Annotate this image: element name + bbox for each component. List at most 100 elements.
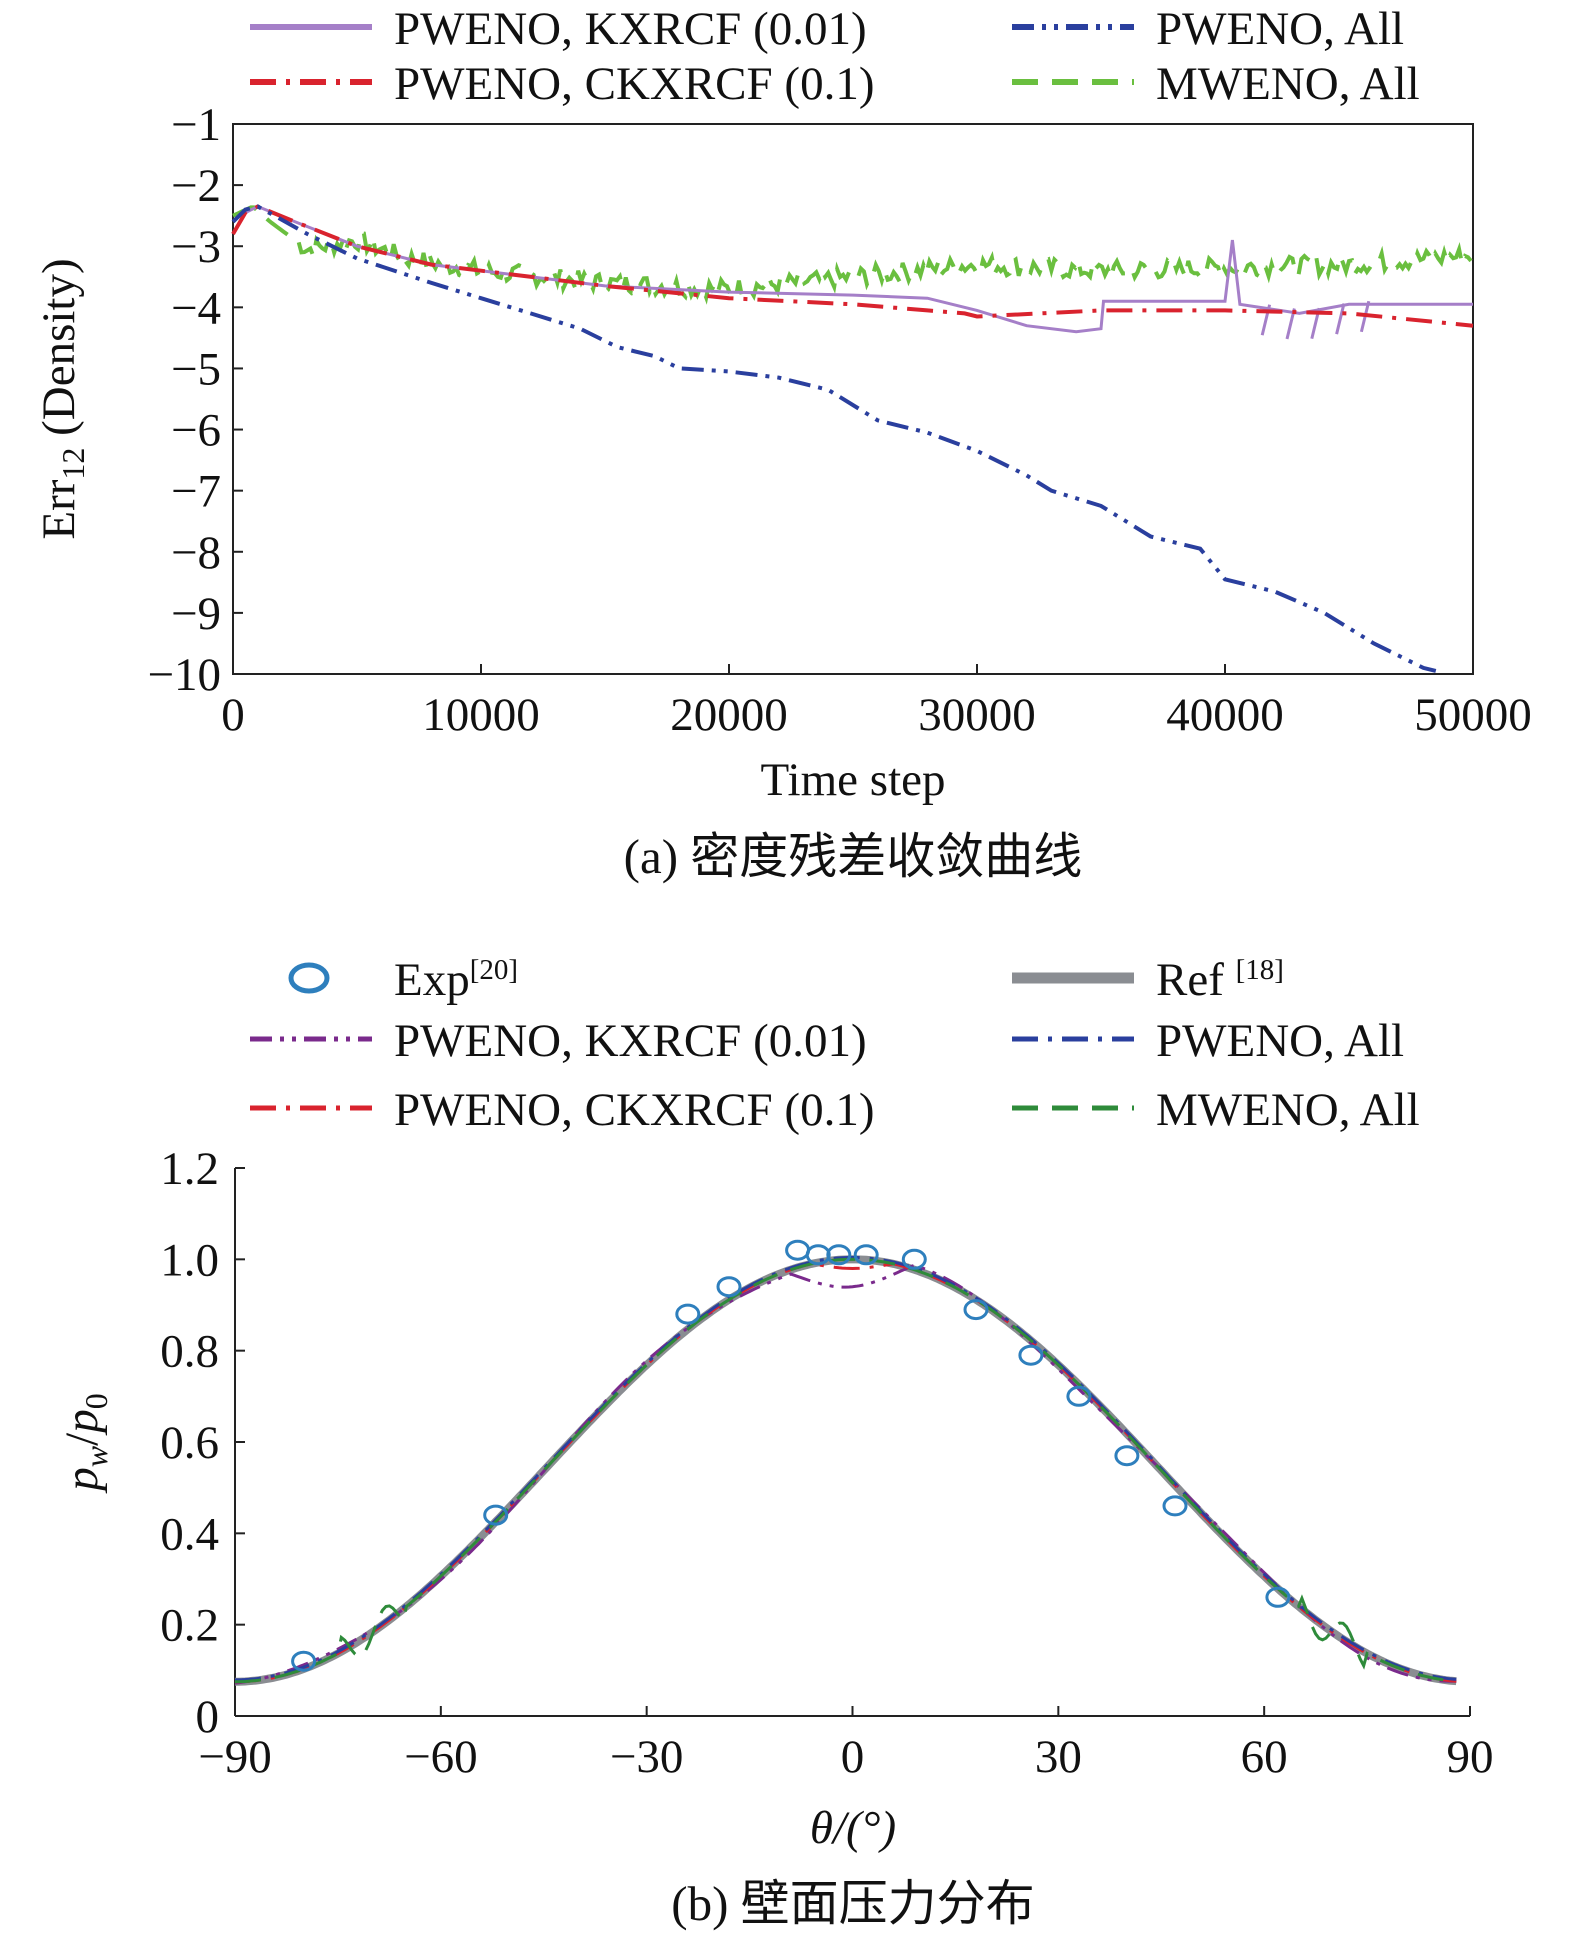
y-axis-label-b-p1: p — [56, 1467, 108, 1494]
series-b-all — [235, 1256, 1457, 1682]
y-tick-label-a: −10 — [147, 649, 221, 701]
exp-data-point — [675, 1303, 701, 1325]
series-group-a — [231, 204, 1474, 673]
x-tick-label-b: 90 — [1447, 1731, 1494, 1783]
legend-b-entry-mweno-all: MWENO, All — [1012, 1084, 1420, 1136]
axis-ticks-b: −90 −60 −30 0 30 60 90 0 0.2 0.4 0.6 0.8 1.0 1.2 — [160, 1143, 1493, 1783]
y-tick-label-b: 0 — [196, 1691, 220, 1743]
legend-b-label-ref-ref: [18] — [1236, 954, 1284, 986]
exp-data-point — [483, 1504, 509, 1526]
legend-b-entry-kxrcf: PWENO, KXRCF (0.01) — [250, 1015, 867, 1067]
legend-b-label-ref-text: Ref — [1156, 954, 1236, 1006]
legend-b-label-mweno-all: MWENO, All — [1156, 1084, 1420, 1136]
y-tick-label-a: −5 — [171, 343, 221, 395]
legend-b-entry-ckxrcf: PWENO, CKXRCF (0.1) — [250, 1084, 874, 1136]
y-tick-label-a: −2 — [171, 160, 221, 212]
y-axis-label-b-0: 0 — [78, 1393, 114, 1409]
y-tick-label-a: −8 — [171, 527, 221, 579]
legend-b: Exp[20] Ref [18] PWENO, KXRCF (0.01) PWE… — [250, 954, 1420, 1136]
series-a-mweno-all — [232, 205, 1473, 305]
exp-data-point — [1018, 1344, 1044, 1366]
series-b-reference — [234, 1255, 1457, 1686]
y-tick-label-a: −9 — [171, 588, 221, 640]
x-tick-label-b: 30 — [1035, 1731, 1082, 1783]
legend-b-label-ckxrcf: PWENO, CKXRCF (0.1) — [394, 1084, 874, 1136]
x-tick-label-a: 10000 — [422, 689, 540, 741]
legend-b-entry-pweno-all: PWENO, All — [1012, 1015, 1404, 1067]
y-tick-label-b: 0.4 — [160, 1508, 219, 1560]
y-tick-label-a: −6 — [171, 405, 221, 457]
x-axis-label-a: Time step — [761, 754, 946, 806]
legend-a-entry-ckxrcf: PWENO, CKXRCF (0.1) — [250, 58, 874, 110]
x-tick-label-b: −30 — [610, 1731, 684, 1783]
y-tick-label-b: 1.0 — [160, 1234, 219, 1286]
exp-data-point — [1265, 1586, 1291, 1608]
legend-a-label-pweno-all: PWENO, All — [1156, 3, 1404, 55]
y-axis-label-b: pw/p0 — [56, 1393, 114, 1493]
legend-b-label-exp-text: Exp — [394, 954, 470, 1006]
exp-data-point — [785, 1239, 811, 1261]
series-group-b — [234, 1239, 1457, 1686]
x-tick-label-b: −90 — [198, 1731, 272, 1783]
y-tick-label-b: 0.6 — [160, 1417, 219, 1469]
axis-ticks-a: 0 10000 20000 30000 40000 50000 −1 −2 −3 −4 −5 −6 −7… — [147, 99, 1531, 741]
legend-b-label-exp-ref: [20] — [470, 954, 518, 986]
x-axis-label-b: θ/(°) — [810, 1802, 896, 1854]
legend-a-entry-mweno-all: MWENO, All — [1012, 58, 1420, 110]
legend-a: PWENO, KXRCF (0.01) PWENO, CKXRCF (0.1) … — [250, 3, 1420, 110]
legend-a-label-kxrcf: PWENO, KXRCF (0.01) — [394, 3, 867, 55]
panel-a-residual-convergence: PWENO, KXRCF (0.01) PWENO, CKXRCF (0.1) … — [33, 3, 1532, 884]
legend-a-entry-kxrcf: PWENO, KXRCF (0.01) — [250, 3, 867, 55]
y-axis-label-b-slash: / — [56, 1432, 108, 1446]
legend-a-label-ckxrcf: PWENO, CKXRCF (0.1) — [394, 58, 874, 110]
y-axis-label-a-main: Err — [33, 479, 85, 539]
exp-data-point — [853, 1244, 879, 1266]
x-tick-label-a: 50000 — [1414, 689, 1532, 741]
series-b-ckxrcf — [234, 1262, 1457, 1684]
y-tick-label-a: −4 — [171, 282, 221, 334]
series-a-ckxrcf — [231, 204, 1474, 328]
x-tick-label-a: 30000 — [918, 689, 1036, 741]
x-tick-label-b: 60 — [1241, 1731, 1288, 1783]
legend-b-label-pweno-all: PWENO, All — [1156, 1015, 1404, 1067]
y-tick-label-b: 1.2 — [160, 1143, 219, 1195]
y-tick-label-a: −3 — [171, 221, 221, 273]
exp-data-point — [901, 1248, 927, 1270]
legend-b-entry-exp: Exp[20] — [288, 954, 518, 1006]
caption-a: (a) 密度残差收敛曲线 — [624, 829, 1083, 884]
panel-b-wall-pressure: Exp[20] Ref [18] PWENO, KXRCF (0.01) PWE… — [56, 954, 1494, 1931]
x-tick-label-b: −60 — [404, 1731, 478, 1783]
x-tick-label-a: 20000 — [670, 689, 788, 741]
x-tick-label-a: 40000 — [1166, 689, 1284, 741]
series-b-kxrcf — [234, 1263, 1457, 1685]
legend-b-marker-exp — [288, 962, 330, 994]
y-tick-label-b: 0.2 — [160, 1600, 219, 1652]
y-tick-label-b: 0.8 — [160, 1326, 219, 1378]
y-tick-label-a: −1 — [171, 99, 221, 151]
y-axis-label-a-sub: 12 — [55, 448, 91, 480]
series-a-pweno-all — [231, 204, 1437, 673]
x-tick-label-b: 0 — [841, 1731, 865, 1783]
exp-data-point — [1114, 1445, 1140, 1467]
legend-b-entry-ref: Ref [18] — [1012, 954, 1284, 1006]
y-axis-label-b-p2: p — [56, 1409, 108, 1436]
legend-a-label-mweno-all: MWENO, All — [1156, 58, 1420, 110]
legend-b-label-ref: Ref [18] — [1156, 954, 1284, 1006]
legend-a-entry-pweno-all: PWENO, All — [1012, 3, 1404, 55]
series-a-kxrcf — [231, 204, 1473, 340]
legend-b-label-exp: Exp[20] — [394, 954, 518, 1006]
x-tick-label-a: 0 — [221, 689, 245, 741]
y-axis-label-a: Err12 (Density) — [33, 258, 91, 539]
exp-data-point — [1162, 1495, 1188, 1517]
exp-data-point — [963, 1299, 989, 1321]
exp-data-point — [716, 1276, 742, 1298]
y-axis-label-a-rest: (Density) — [33, 258, 85, 447]
exp-data-point — [1066, 1385, 1092, 1407]
y-axis-label-b-w: w — [78, 1445, 114, 1467]
exp-data-point — [826, 1244, 852, 1266]
legend-b-label-kxrcf: PWENO, KXRCF (0.01) — [394, 1015, 867, 1067]
exp-data-point — [291, 1650, 317, 1672]
y-tick-label-a: −7 — [171, 466, 221, 518]
plot-frame-a — [232, 123, 1474, 675]
